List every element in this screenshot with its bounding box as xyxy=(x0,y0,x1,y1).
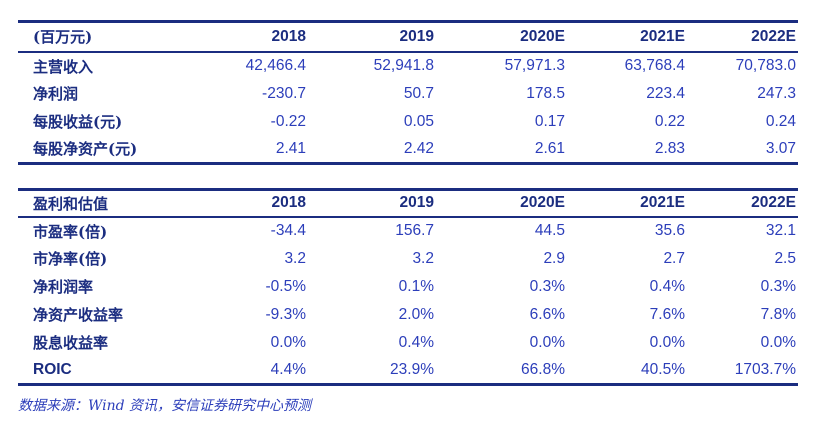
year-header-2020e: 2020E xyxy=(436,189,567,218)
row-label: 市盈率(倍) xyxy=(33,222,108,241)
value-cell: 7.6% xyxy=(649,305,685,323)
value-cell: 0.17 xyxy=(534,112,565,130)
table-row-eps: 每股收益(元) -0.22 0.05 0.17 0.22 0.24 xyxy=(18,108,798,136)
table-row-net-margin: 净利润率 -0.5% 0.1% 0.3% 0.4% 0.3% xyxy=(18,273,798,301)
valuation-header-cell: 盈利和估值 xyxy=(18,189,203,218)
value-cell: 0.1% xyxy=(398,277,434,295)
table-row-roe: 净资产收益率 -9.3% 2.0% 6.6% 7.6% 7.8% xyxy=(18,301,798,329)
table-row-revenue: 主营收入 42,466.4 52,941.8 57,971.3 63,768.4… xyxy=(18,52,798,80)
value-cell: 3.2 xyxy=(284,249,306,267)
value-cell: 223.4 xyxy=(646,84,685,102)
row-label: 每股净资产(元) xyxy=(33,140,138,159)
value-cell: 32.1 xyxy=(765,222,796,239)
row-label: ROIC xyxy=(33,360,72,378)
value-cell: 66.8% xyxy=(521,360,565,378)
year-header-2022e: 2022E xyxy=(687,189,798,218)
value-cell: -9.3% xyxy=(265,305,307,323)
table-valuation-header-row: 盈利和估值 2018 2019 2020E 2021E 2022E xyxy=(18,189,798,218)
value-cell: -230.7 xyxy=(262,84,306,102)
unit-header-cell: (百万元) xyxy=(18,21,203,53)
value-cell: 2.9 xyxy=(543,249,565,267)
value-cell: 63,768.4 xyxy=(624,57,685,74)
value-cell: 3.07 xyxy=(765,139,796,157)
year-header-2019: 2019 xyxy=(308,189,436,218)
year-header-2018: 2018 xyxy=(203,189,308,218)
value-cell: 0.0% xyxy=(270,333,306,351)
value-cell: -0.22 xyxy=(270,112,306,130)
value-cell: 2.5 xyxy=(774,249,796,267)
table-row-net-profit: 净利润 -230.7 50.7 178.5 223.4 247.3 xyxy=(18,80,798,108)
value-cell: 35.6 xyxy=(654,222,685,239)
value-cell: 0.0% xyxy=(649,333,685,351)
value-cell: 0.4% xyxy=(649,277,685,295)
value-cell: 2.7 xyxy=(663,249,685,267)
value-cell: 3.2 xyxy=(412,249,434,267)
table-row-pb: 市净率(倍) 3.2 3.2 2.9 2.7 2.5 xyxy=(18,245,798,273)
row-label: 每股收益(元) xyxy=(33,113,123,131)
table-row-dividend-yield: 股息收益率 0.0% 0.4% 0.0% 0.0% 0.0% xyxy=(18,329,798,357)
year-header-2018: 2018 xyxy=(203,21,308,53)
value-cell: 2.61 xyxy=(534,139,565,157)
year-header-2019: 2019 xyxy=(308,21,436,53)
source-note: 数据来源：Wind 资讯，安信证券研究中心预测 xyxy=(18,398,312,414)
value-cell: 247.3 xyxy=(757,84,796,102)
row-label: 净利润 xyxy=(33,85,79,103)
table-financials: (百万元) 2018 2019 2020E 2021E 2022E 主营收入 4… xyxy=(18,20,798,165)
value-cell: 0.4% xyxy=(398,333,434,351)
value-cell: 23.9% xyxy=(390,360,434,378)
value-cell: 0.22 xyxy=(654,112,685,130)
table-row-roic: ROIC 4.4% 23.9% 66.8% 40.5% 1703.7% xyxy=(18,357,798,385)
row-label: 主营收入 xyxy=(33,57,94,76)
value-cell: 7.8% xyxy=(760,305,796,323)
row-label: 净资产收益率 xyxy=(33,306,124,324)
value-cell: 0.3% xyxy=(529,277,565,295)
year-header-2020e: 2020E xyxy=(436,21,567,53)
value-cell: 0.05 xyxy=(403,112,434,130)
value-cell: -34.4 xyxy=(270,222,306,239)
value-cell: 0.0% xyxy=(529,333,565,351)
value-cell: 70,783.0 xyxy=(735,57,796,74)
year-header-2021e: 2021E xyxy=(567,189,687,218)
table-financials-header-row: (百万元) 2018 2019 2020E 2021E 2022E xyxy=(18,21,798,53)
table-row-pe: 市盈率(倍) -34.4 156.7 44.5 35.6 32.1 xyxy=(18,217,798,245)
value-cell: 2.42 xyxy=(403,139,434,157)
value-cell: 42,466.4 xyxy=(245,57,306,74)
value-cell: 2.41 xyxy=(275,139,306,157)
value-cell: 57,971.3 xyxy=(504,57,565,74)
row-label: 股息收益率 xyxy=(33,334,109,352)
value-cell: 2.0% xyxy=(398,305,434,323)
value-cell: 40.5% xyxy=(641,360,685,378)
value-cell: 178.5 xyxy=(526,84,565,102)
value-cell: -0.5% xyxy=(265,277,307,295)
value-cell: 44.5 xyxy=(534,222,565,239)
table-valuation: 盈利和估值 2018 2019 2020E 2021E 2022E 市盈率(倍)… xyxy=(18,188,798,386)
value-cell: 1703.7% xyxy=(734,360,796,378)
row-label: 净利润率 xyxy=(33,278,94,296)
value-cell: 4.4% xyxy=(270,360,306,378)
year-header-2021e: 2021E xyxy=(567,21,687,53)
row-label: 市净率(倍) xyxy=(33,250,108,268)
value-cell: 156.7 xyxy=(395,222,434,239)
value-cell: 2.83 xyxy=(654,139,685,157)
value-cell: 50.7 xyxy=(403,84,434,102)
value-cell: 0.0% xyxy=(760,333,796,351)
value-cell: 0.3% xyxy=(760,277,796,295)
value-cell: 52,941.8 xyxy=(373,57,434,74)
year-header-2022e: 2022E xyxy=(687,21,798,53)
value-cell: 6.6% xyxy=(529,305,565,323)
value-cell: 0.24 xyxy=(765,112,796,130)
table-row-bvps: 每股净资产(元) 2.41 2.42 2.61 2.83 3.07 xyxy=(18,136,798,164)
